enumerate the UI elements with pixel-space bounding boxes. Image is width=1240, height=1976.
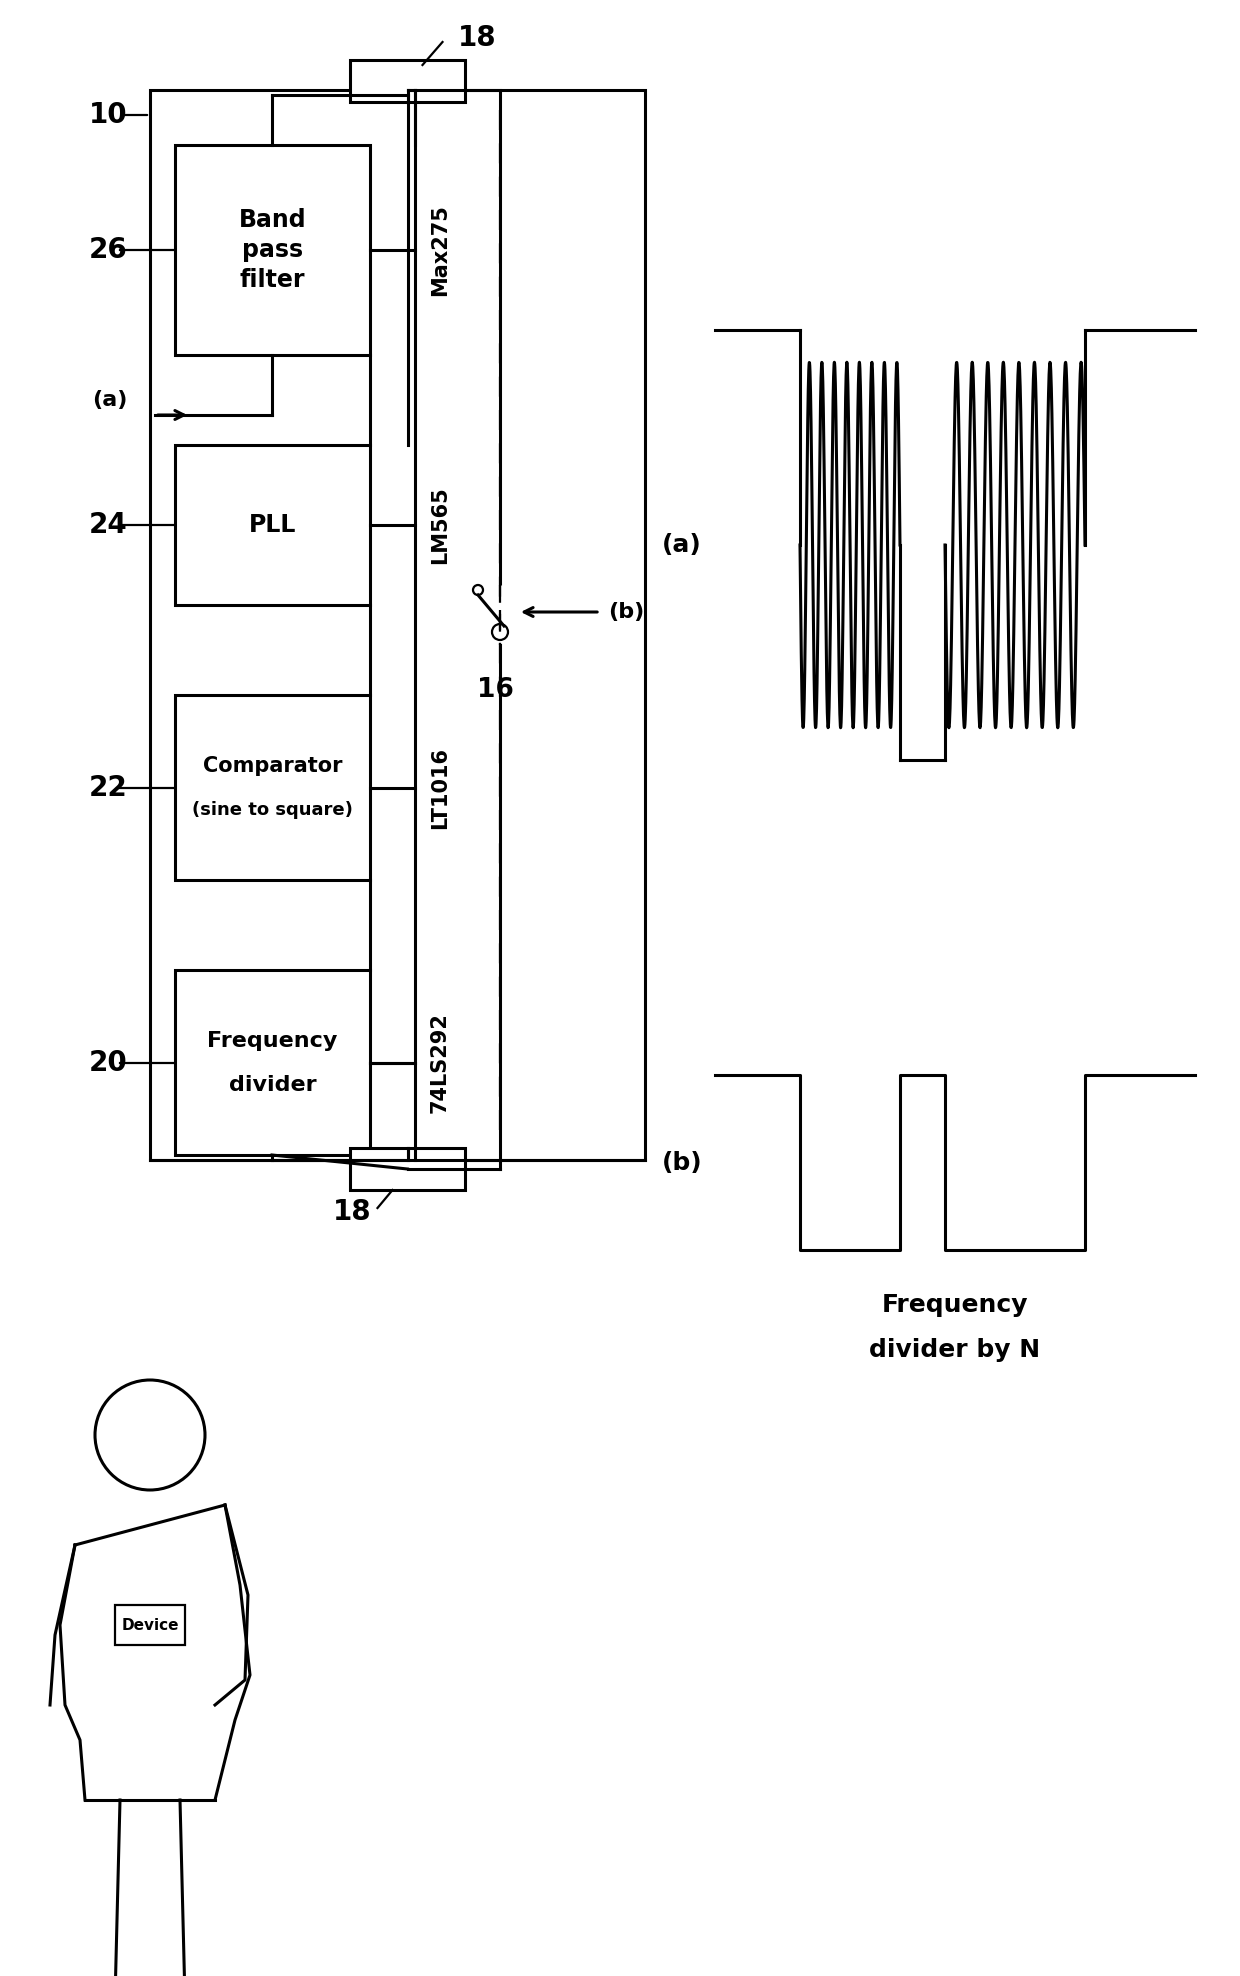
Text: Frequency: Frequency bbox=[207, 1031, 337, 1051]
Bar bbox=[150, 91, 645, 1160]
Text: Max275: Max275 bbox=[430, 204, 450, 296]
Text: (b): (b) bbox=[608, 603, 645, 622]
Text: (a): (a) bbox=[662, 534, 702, 557]
Text: (a): (a) bbox=[92, 389, 128, 409]
Text: divider by N: divider by N bbox=[869, 1338, 1040, 1361]
Bar bbox=[115, 1605, 185, 1644]
Text: 22: 22 bbox=[88, 773, 128, 802]
Text: LM565: LM565 bbox=[430, 486, 450, 563]
Text: Band: Band bbox=[238, 207, 306, 231]
Text: 18: 18 bbox=[334, 1197, 372, 1225]
Bar bbox=[175, 445, 370, 605]
Text: 18: 18 bbox=[459, 24, 497, 51]
Text: PLL: PLL bbox=[249, 514, 296, 537]
Bar bbox=[175, 970, 370, 1156]
Text: Comparator: Comparator bbox=[203, 755, 342, 775]
Text: divider: divider bbox=[228, 1075, 316, 1095]
Bar bbox=[175, 144, 370, 356]
Text: 24: 24 bbox=[88, 512, 128, 539]
Text: Device: Device bbox=[122, 1618, 179, 1632]
Bar bbox=[175, 696, 370, 879]
Bar bbox=[350, 1148, 465, 1190]
Text: pass: pass bbox=[242, 237, 303, 263]
Text: Frequency: Frequency bbox=[882, 1292, 1028, 1316]
Text: 74LS292: 74LS292 bbox=[430, 1012, 450, 1112]
Text: 10: 10 bbox=[89, 101, 128, 128]
Text: (sine to square): (sine to square) bbox=[192, 800, 353, 818]
Text: filter: filter bbox=[239, 269, 305, 292]
Bar bbox=[350, 59, 465, 103]
Text: 20: 20 bbox=[88, 1049, 128, 1077]
Text: LT1016: LT1016 bbox=[430, 747, 450, 828]
Text: 26: 26 bbox=[88, 235, 128, 265]
Text: (b): (b) bbox=[662, 1150, 702, 1174]
Text: 16: 16 bbox=[476, 678, 513, 703]
